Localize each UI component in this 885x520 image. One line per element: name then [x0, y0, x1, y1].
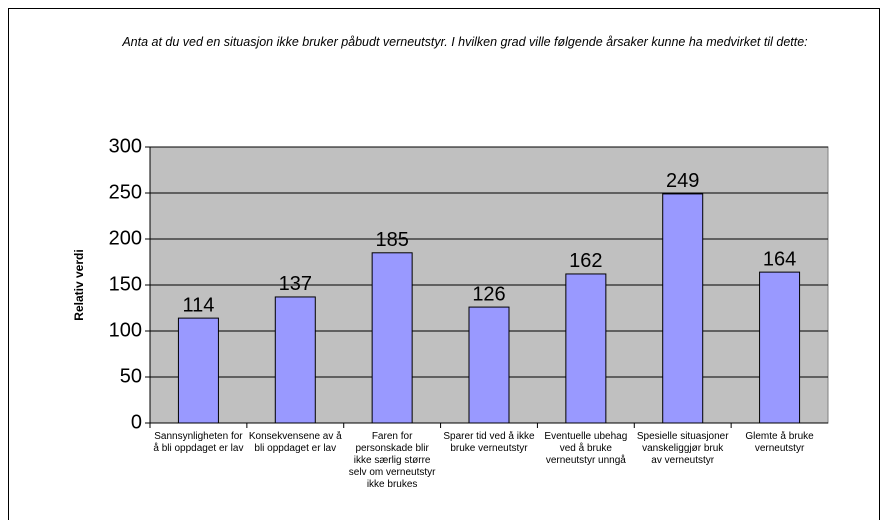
bar [662, 193, 704, 424]
x-label-box: Glemte å bruke verneutstyr [745, 431, 814, 454]
title-box: Anta at du ved en situasjon ikke bruker … [122, 35, 808, 49]
data-label: 164 [763, 248, 796, 270]
x-label-box: Spesielle situasjoner vanskeliggjør bruk… [636, 431, 729, 466]
data-label: 137 [279, 273, 312, 295]
x-tick-label: Spesielle situasjoner vanskeliggjør bruk… [636, 431, 729, 466]
bar [565, 273, 607, 424]
data-label: 185 [375, 229, 408, 251]
data-label: 162 [569, 250, 602, 272]
data-label: 249 [666, 170, 699, 192]
bar [371, 252, 413, 424]
y-tick-label: 300 [109, 135, 142, 157]
x-tick-label: Glemte å bruke verneutstyr [745, 431, 814, 454]
y-tick-label: 50 [120, 365, 142, 387]
x-tick-label: Sannsynligheten for å bli oppdaget er la… [153, 431, 244, 454]
x-tick-label: Sparer tid ved å ikke bruke verneutstyr [443, 431, 535, 454]
bar [468, 306, 510, 424]
data-label: 114 [182, 294, 214, 316]
x-label-box: Konsekvensene av å bli oppdaget er lav [248, 431, 342, 454]
y-tick-label: 0 [131, 411, 142, 433]
x-label-box: Sparer tid ved å ikke bruke verneutstyr [443, 431, 535, 454]
bar [274, 296, 316, 424]
x-tick-label: Eventuelle ubehag ved å bruke verneutsty… [544, 431, 628, 466]
x-tick-label: Konsekvensene av å bli oppdaget er lav [248, 431, 342, 454]
bar [759, 271, 801, 424]
data-label: 126 [472, 283, 505, 305]
chart-title: Anta at du ved en situasjon ikke bruker … [122, 35, 808, 49]
y-tick-label: 150 [109, 273, 142, 295]
x-label-box: Faren for personskade blir ikke særlig s… [348, 431, 436, 490]
y-tick-label: 200 [109, 227, 142, 249]
x-tick-label: Faren for personskade blir ikke særlig s… [348, 431, 436, 490]
bar [177, 317, 219, 424]
y-axis-label: Relativ verdi [72, 249, 86, 320]
x-label-box: Sannsynligheten for å bli oppdaget er la… [153, 431, 244, 454]
x-label-box: Eventuelle ubehag ved å bruke verneutsty… [544, 431, 628, 466]
y-tick-label: 100 [109, 319, 142, 341]
y-tick-label: 250 [109, 181, 142, 203]
